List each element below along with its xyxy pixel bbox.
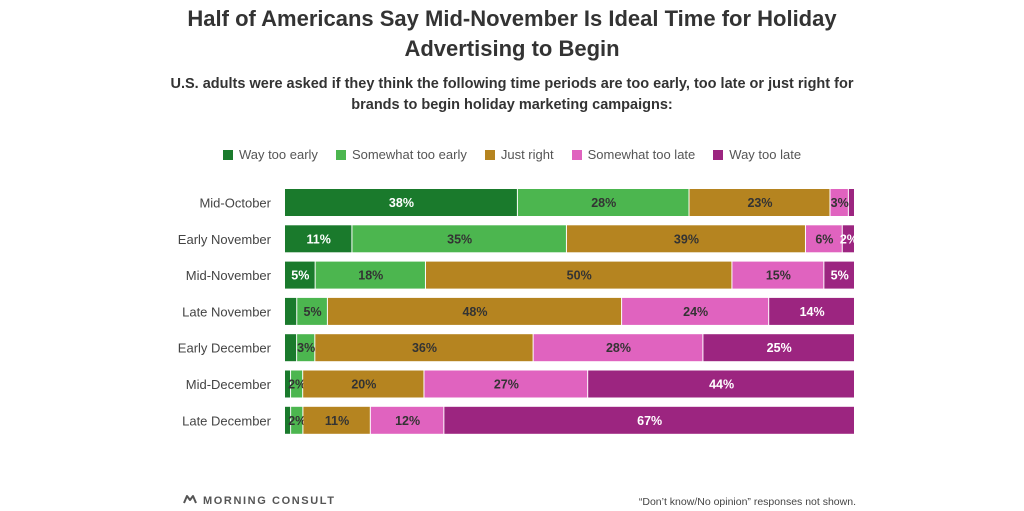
- bar-segment: [285, 334, 297, 362]
- category-label: Late November: [182, 304, 272, 319]
- legend-label: Just right: [500, 147, 554, 162]
- bar-segment: [830, 189, 848, 216]
- bar-segment: [588, 370, 854, 398]
- data-label: 27%: [494, 378, 519, 392]
- bar-segment: [285, 189, 517, 216]
- legend-swatch: [571, 149, 582, 160]
- bar-segment: [848, 189, 854, 216]
- bar-segment: [824, 261, 854, 289]
- data-label: 44%: [709, 378, 734, 392]
- bar-segment: [805, 225, 842, 253]
- bar-segment: [285, 297, 297, 325]
- data-label: 36%: [412, 341, 437, 355]
- legend-label: Way too late: [729, 147, 802, 162]
- legend-item-1: Somewhat too early: [335, 147, 467, 162]
- data-label: 50%: [567, 269, 592, 283]
- data-label: 12%: [395, 414, 420, 428]
- bar-segment: [297, 334, 315, 362]
- data-label: 67%: [637, 414, 662, 428]
- data-label: 14%: [800, 305, 825, 319]
- data-label: 2%: [840, 232, 858, 246]
- chart-legend: Way too early Somewhat too early Just righ…: [0, 147, 1024, 162]
- data-label: 18%: [358, 269, 383, 283]
- data-label: 11%: [325, 414, 349, 428]
- category-label: Mid-December: [186, 377, 272, 392]
- legend-label: Way too early: [238, 147, 318, 162]
- data-label: 28%: [591, 196, 616, 210]
- data-label: 3%: [831, 196, 849, 210]
- brand-name: MORNING CONSULT: [203, 494, 336, 507]
- legend-swatch: [713, 149, 724, 160]
- data-label: 35%: [447, 232, 472, 246]
- data-label: 25%: [767, 341, 792, 355]
- bar-segment: [842, 225, 854, 253]
- data-label: 23%: [747, 196, 772, 210]
- bar-segment: [533, 334, 703, 362]
- bar-segment: [566, 225, 805, 253]
- data-label: 15%: [766, 269, 791, 283]
- data-label: 39%: [674, 232, 699, 246]
- data-label: 5%: [291, 269, 309, 283]
- category-label: Early December: [178, 341, 272, 356]
- bar-segment: [291, 406, 303, 434]
- legend-label: Somewhat too early: [351, 147, 467, 162]
- bar-segment: [622, 297, 769, 325]
- data-label: 11%: [307, 232, 331, 246]
- data-label: 5%: [304, 305, 322, 319]
- data-label: 6%: [815, 232, 833, 246]
- bar-segment: [689, 189, 830, 216]
- bar-segment: [327, 297, 622, 325]
- data-label: 48%: [462, 305, 487, 319]
- bar-segment: [285, 370, 291, 398]
- data-label: 5%: [831, 269, 849, 283]
- bar-segment: [444, 406, 854, 434]
- bar-segment: [370, 406, 444, 434]
- bar-segment: [769, 297, 854, 325]
- morning-consult-logo-icon: [183, 494, 197, 507]
- legend-swatch: [484, 149, 495, 160]
- bar-segment: [732, 261, 824, 289]
- category-label: Mid-October: [199, 196, 271, 211]
- brand-footer: MORNING CONSULT: [183, 494, 336, 507]
- legend-label: Somewhat too late: [587, 147, 696, 162]
- legend-swatch: [335, 149, 346, 160]
- bar-segment: [297, 297, 327, 325]
- bar-segment: [517, 189, 689, 216]
- footnote: “Don’t know/No opinion” responses not sh…: [638, 496, 856, 508]
- chart-title: Half of Americans Say Mid-November Is Id…: [187, 6, 837, 61]
- data-label: 2%: [288, 414, 306, 428]
- legend-item-4: Way too late: [713, 147, 801, 162]
- legend-item-0: Way too early: [222, 147, 318, 162]
- stacked-bar-chart: Mid-October 38% 28% 23% 3% Early November 11% 3…: [177, 189, 858, 434]
- bar-segment: [303, 370, 424, 398]
- legend-item-3: Somewhat too late: [571, 147, 696, 162]
- bar-segment: [291, 370, 303, 398]
- bar-segment: [285, 261, 315, 289]
- bar-segment: [303, 406, 370, 434]
- data-label: 20%: [351, 378, 376, 392]
- data-label: 24%: [683, 305, 708, 319]
- data-label: 28%: [606, 341, 631, 355]
- category-label: Late December: [182, 413, 272, 428]
- legend-swatch: [222, 149, 233, 160]
- bar-segment: [315, 334, 533, 362]
- data-label: 3%: [297, 341, 315, 355]
- data-label: 38%: [389, 196, 414, 210]
- bar-segment: [703, 334, 854, 362]
- legend-item-2: Just right: [484, 147, 554, 162]
- bar-segment: [285, 225, 352, 253]
- bar-segment: [425, 261, 732, 289]
- bar-segment: [352, 225, 566, 253]
- chart-subtitle: U.S. adults were asked if they think the…: [170, 76, 854, 113]
- data-label: 2%: [288, 378, 306, 392]
- bar-segment: [315, 261, 425, 289]
- category-label: Early November: [178, 232, 272, 247]
- bar-segment: [424, 370, 588, 398]
- category-label: Mid-November: [186, 268, 272, 283]
- bar-segment: [285, 406, 291, 434]
